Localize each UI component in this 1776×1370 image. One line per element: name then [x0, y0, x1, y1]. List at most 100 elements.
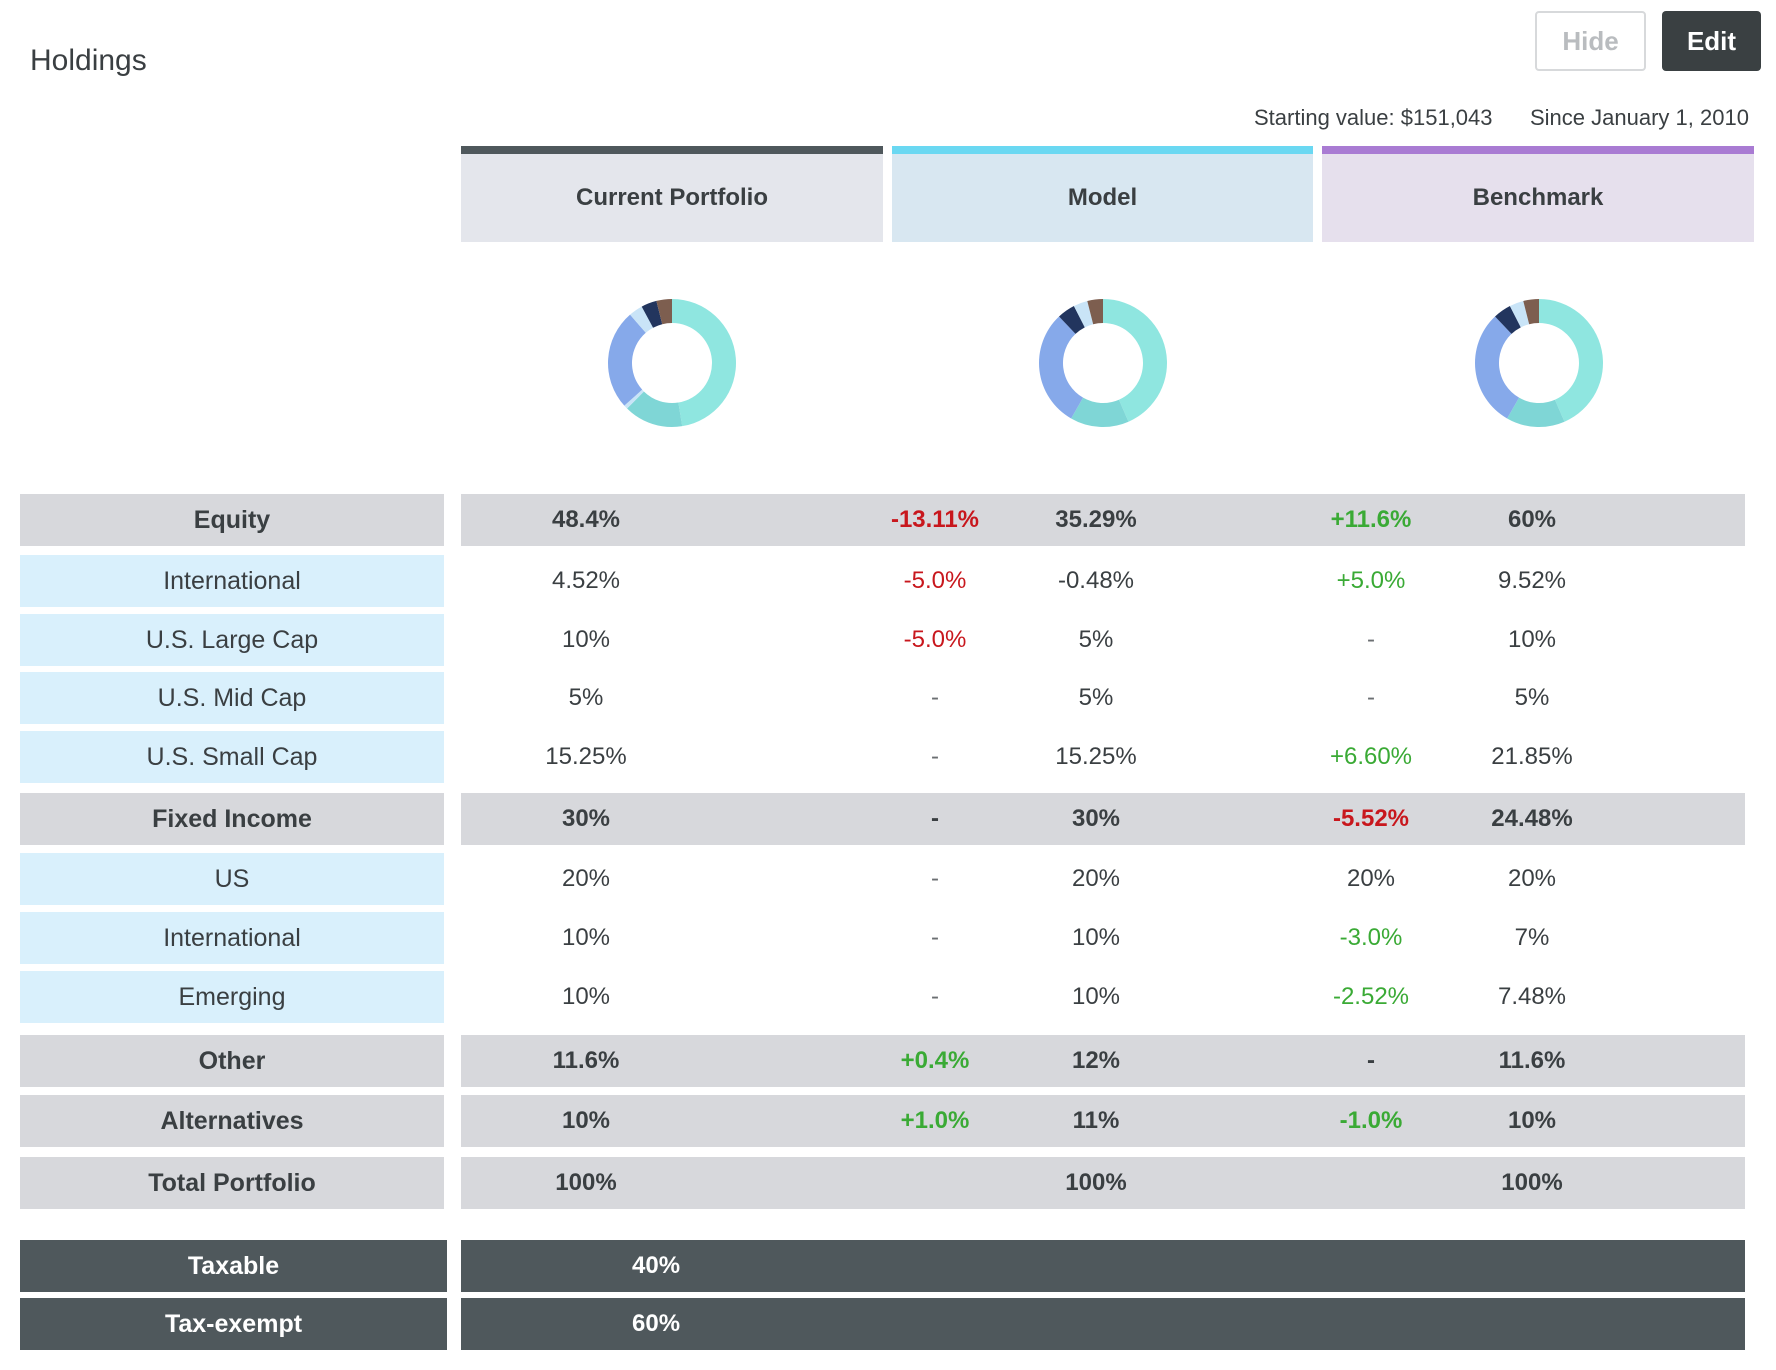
column-header-current-portfolio[interactable]: Current Portfolio	[461, 146, 883, 242]
taxable-label: Taxable	[20, 1240, 447, 1292]
cell-current: 48.4%	[551, 506, 621, 533]
cell-bench: 100%	[1501, 1169, 1563, 1196]
cell-model-diff: -	[931, 805, 939, 832]
donut-slice	[1103, 299, 1167, 422]
cell-bench-diff: -2.52%	[1332, 983, 1410, 1010]
cell-bench: 9.52%	[1497, 567, 1567, 594]
cell-model-diff: -	[931, 743, 939, 770]
cell-model: 5%	[1078, 684, 1114, 711]
cell-current: 10%	[561, 1107, 611, 1134]
model-donut-chart	[1039, 299, 1167, 427]
cell-model: 100%	[1065, 1169, 1127, 1196]
cell-bench-diff: +11.6%	[1330, 506, 1412, 533]
cell-bench-diff: 20%	[1346, 865, 1396, 892]
since-date: Since January 1, 2010	[1530, 105, 1749, 130]
row-label-equity: Equity	[20, 494, 444, 546]
row-band-total-portfolio	[461, 1157, 1745, 1209]
row-label-international: International	[20, 912, 444, 964]
page-title: Holdings	[30, 44, 147, 77]
cell-model-diff: -13.11%	[890, 506, 980, 533]
cell-current: 10%	[561, 983, 611, 1010]
cell-model: 11%	[1072, 1107, 1120, 1134]
cell-bench: 7.48%	[1497, 983, 1567, 1010]
row-band-fixed-income	[461, 793, 1745, 845]
donut-slice	[608, 314, 646, 406]
cell-bench-diff: -1.0%	[1339, 1107, 1403, 1134]
row-label-other: Other	[20, 1035, 444, 1087]
cell-bench: 11.6%	[1498, 1047, 1566, 1074]
cell-bench-diff: -	[1367, 626, 1375, 653]
donut-slice	[1523, 299, 1539, 325]
cell-model-diff: -	[931, 865, 939, 892]
row-label-us: US	[20, 853, 444, 905]
donut-slice	[641, 300, 663, 328]
cell-bench: 10%	[1507, 626, 1557, 653]
row-band-equity	[461, 494, 1745, 546]
donut-slice	[1539, 299, 1603, 422]
cell-model: -0.48%	[1057, 567, 1135, 594]
cell-model-diff: +1.0%	[900, 1107, 970, 1134]
benchmark-donut-chart	[1475, 299, 1603, 427]
cell-current: 5%	[568, 684, 604, 711]
cell-model-diff: -	[931, 684, 939, 711]
row-label-u-s-mid-cap: U.S. Mid Cap	[20, 672, 444, 724]
cell-bench-diff: +5.0%	[1336, 567, 1406, 594]
hide-button[interactable]: Hide	[1535, 11, 1646, 71]
cell-model: 12%	[1071, 1047, 1121, 1074]
tax-exempt-band: 60%	[461, 1298, 1745, 1350]
cell-model-diff: -	[931, 983, 939, 1010]
row-label-total-portfolio: Total Portfolio	[20, 1157, 444, 1209]
cell-bench: 24.48%	[1491, 805, 1573, 832]
column-header-label: Benchmark	[1472, 184, 1604, 211]
donut-slice	[1071, 397, 1129, 427]
row-label-alternatives: Alternatives	[20, 1095, 444, 1147]
donut-slice	[624, 389, 644, 409]
cell-current: 10%	[561, 924, 611, 951]
row-label-emerging: Emerging	[20, 971, 444, 1023]
donut-slice	[1073, 300, 1094, 328]
cell-bench-diff: -	[1367, 684, 1375, 711]
column-header-model[interactable]: Model	[892, 146, 1313, 242]
donut-slice	[656, 299, 672, 325]
donut-slice	[630, 306, 654, 333]
current-portfolio-donut-chart	[608, 299, 737, 427]
taxable-band: 40%	[461, 1240, 1745, 1292]
donut-slice	[672, 299, 737, 427]
donut-slice	[1475, 316, 1520, 419]
cell-bench: 10%	[1507, 1107, 1557, 1134]
row-band-alternatives	[461, 1095, 1745, 1147]
cell-model: 15.25%	[1055, 743, 1137, 770]
cell-bench: 60%	[1507, 506, 1557, 533]
row-label-fixed-income: Fixed Income	[20, 793, 444, 845]
cell-current: 15.25%	[545, 743, 627, 770]
cell-model: 5%	[1078, 626, 1114, 653]
row-label-u-s-small-cap: U.S. Small Cap	[20, 731, 444, 783]
cell-bench-diff: -	[1367, 1047, 1375, 1074]
tax-exempt-label: Tax-exempt	[20, 1298, 447, 1350]
cell-bench-diff: -3.0%	[1339, 924, 1403, 951]
donut-slice	[1495, 305, 1521, 334]
cell-current: 4.52%	[551, 567, 621, 594]
cell-current: 11.6%	[552, 1047, 620, 1074]
edit-button[interactable]: Edit	[1662, 11, 1761, 71]
cell-model-diff: -	[931, 924, 939, 951]
cell-bench-diff: +6.60%	[1329, 743, 1413, 770]
column-header-benchmark[interactable]: Benchmark	[1322, 146, 1754, 242]
cell-current: 30%	[561, 805, 611, 832]
donut-slice	[1507, 397, 1565, 427]
cell-bench-diff	[1291, 1157, 1451, 1209]
donut-slice	[1059, 305, 1085, 334]
donut-slice	[1087, 299, 1103, 325]
column-header-label: Model	[1067, 184, 1138, 211]
cell-model: 10%	[1071, 983, 1121, 1010]
donut-slice	[1509, 300, 1530, 328]
cell-bench-diff: -5.52%	[1332, 805, 1410, 832]
cell-model-diff	[855, 1157, 1015, 1209]
cell-model: 20%	[1071, 865, 1121, 892]
taxable-value: 40%	[632, 1252, 681, 1279]
cell-model: 30%	[1071, 805, 1121, 832]
cell-bench: 21.85%	[1491, 743, 1573, 770]
cell-model-diff: +0.4%	[900, 1047, 970, 1074]
row-band-other	[461, 1035, 1745, 1087]
tax-exempt-value: 60%	[632, 1310, 681, 1337]
